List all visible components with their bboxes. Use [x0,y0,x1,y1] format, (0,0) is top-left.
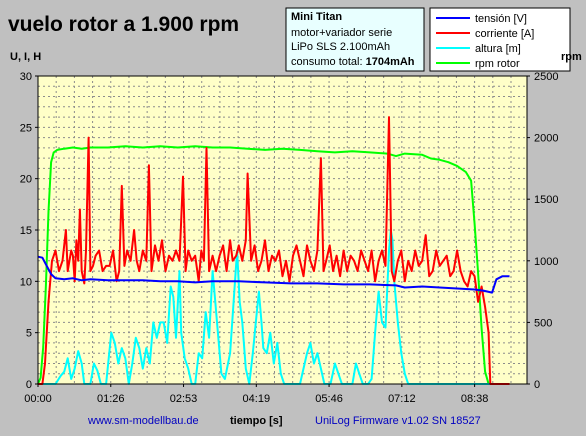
right-tick-labels: 0 500 1000 1500 2000 2500 [527,71,558,391]
footer-firmware: UniLog Firmware v1.02 SN 18527 [315,415,481,427]
right-axis-label: rpm [561,51,582,63]
left-tick-label: 30 [20,71,32,83]
x-tick-labels: 00:00 01:26 02:53 04:19 05:46 07:12 08:38 [24,384,488,405]
chart-title: vuelo rotor a 1.900 rpm [8,13,239,36]
legend-label: rpm rotor [475,58,520,70]
x-tick-label: 05:46 [315,393,343,405]
left-tick-label: 10 [20,276,32,288]
x-tick-label: 07:12 [388,393,416,405]
left-tick-label: 15 [20,225,32,237]
info-box-consumption-value: 1704mAh [366,56,415,68]
right-tick-label: 0 [534,379,540,391]
series-layer [37,116,510,385]
right-tick-label: 500 [534,317,552,329]
info-box-line1: Mini Titan [291,11,342,23]
legend-label: corriente [A] [475,28,534,40]
series-line [38,229,510,385]
info-box-line2: motor+variador serie [291,27,392,39]
left-tick-label: 25 [20,122,32,134]
left-tick-label: 0 [26,379,32,391]
series-line [37,255,510,294]
legend-label: altura [m] [475,43,521,55]
left-tick-labels: 0 5 10 15 20 25 30 [20,71,38,391]
right-tick-label: 2500 [534,71,558,83]
x-tick-label: 08:38 [461,393,489,405]
x-tick-label: 01:26 [97,393,125,405]
footer-website[interactable]: www.sm-modellbau.de [87,415,199,427]
legend-label: tensión [V] [475,13,527,25]
x-tick-label: 00:00 [24,393,52,405]
x-axis-label: tiempo [s] [230,415,283,427]
left-tick-label: 5 [26,328,32,340]
left-axis-label: U, I, H [10,51,41,63]
info-box-line3: LiPo SLS 2.100mAh [291,41,390,53]
series-line [37,145,510,385]
x-tick-label: 04:19 [243,393,271,405]
x-tick-label: 02:53 [170,393,198,405]
right-tick-label: 1000 [534,256,558,268]
right-tick-label: 2000 [534,133,558,145]
info-box: Mini Titan motor+variador serie LiPo SLS… [285,7,425,72]
right-tick-label: 1500 [534,194,558,206]
series-line [38,116,510,385]
left-tick-label: 20 [20,174,32,186]
info-box-consumption-label: consumo total: [291,56,366,68]
info-box-line4: consumo total: 1704mAh [291,56,415,68]
legend: tensión [V] corriente [A] altura [m] rpm ro… [429,7,571,72]
